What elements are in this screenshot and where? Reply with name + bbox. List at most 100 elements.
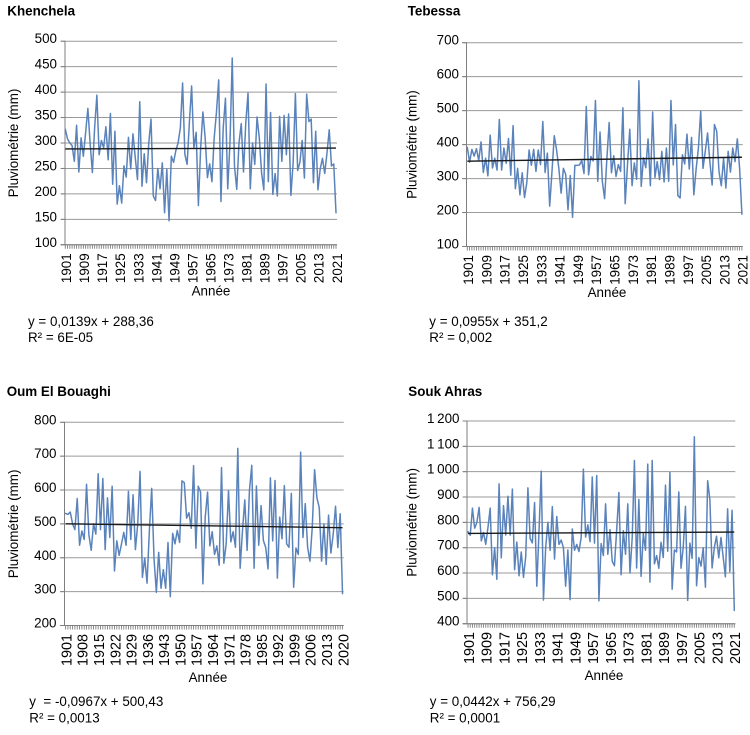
svg-text:250: 250 — [35, 158, 57, 173]
svg-text:1933: 1933 — [533, 632, 549, 664]
svg-text:900: 900 — [437, 487, 459, 502]
svg-text:1909: 1909 — [77, 253, 92, 283]
svg-text:200: 200 — [437, 203, 459, 218]
svg-text:1908: 1908 — [76, 634, 92, 666]
svg-text:1933: 1933 — [534, 255, 549, 285]
svg-text:1999: 1999 — [287, 634, 303, 666]
svg-text:200: 200 — [35, 184, 57, 199]
svg-text:Souk Ahras: Souk Ahras — [408, 384, 482, 399]
svg-text:800: 800 — [34, 412, 56, 427]
svg-text:1964: 1964 — [206, 634, 222, 666]
svg-text:R² = 0,0013: R² = 0,0013 — [29, 710, 99, 725]
svg-text:1901: 1901 — [461, 255, 476, 285]
svg-text:1941: 1941 — [553, 255, 568, 285]
svg-text:1917: 1917 — [95, 253, 110, 283]
svg-text:1936: 1936 — [141, 634, 157, 666]
svg-text:1929: 1929 — [125, 634, 141, 666]
svg-text:800: 800 — [437, 512, 459, 527]
svg-text:y = 0,0442x + 756,29: y = 0,0442x + 756,29 — [430, 694, 556, 709]
svg-text:1 000: 1 000 — [427, 462, 459, 477]
svg-text:Pluviométrie (mm): Pluviométrie (mm) — [6, 89, 21, 198]
svg-text:1 200: 1 200 — [427, 411, 459, 426]
svg-text:1915: 1915 — [92, 634, 108, 666]
svg-text:1973: 1973 — [626, 255, 641, 285]
svg-text:500: 500 — [437, 588, 459, 603]
svg-text:1965: 1965 — [608, 255, 623, 285]
svg-text:2021: 2021 — [728, 632, 744, 664]
svg-text:1917: 1917 — [497, 632, 513, 664]
svg-text:1978: 1978 — [239, 634, 255, 666]
svg-text:1901: 1901 — [462, 632, 478, 664]
svg-text:500: 500 — [35, 31, 57, 46]
svg-text:700: 700 — [34, 446, 56, 461]
svg-text:1950: 1950 — [173, 634, 189, 666]
svg-text:y = 0,0955x + 351,2: y = 0,0955x + 351,2 — [429, 314, 547, 329]
svg-text:300: 300 — [35, 133, 57, 148]
svg-text:1949: 1949 — [571, 255, 586, 285]
svg-text:Année: Année — [588, 285, 627, 300]
svg-text:1981: 1981 — [240, 253, 255, 283]
svg-text:1989: 1989 — [657, 632, 673, 664]
svg-text:450: 450 — [35, 57, 57, 72]
svg-text:1957: 1957 — [586, 632, 602, 664]
svg-text:1925: 1925 — [515, 632, 531, 664]
svg-text:1901: 1901 — [59, 634, 75, 666]
svg-text:y = 0,0139x + 288,36: y = 0,0139x + 288,36 — [28, 314, 154, 329]
svg-text:400: 400 — [437, 135, 459, 150]
svg-text:1949: 1949 — [167, 253, 182, 283]
svg-text:500: 500 — [437, 101, 459, 116]
svg-text:150: 150 — [35, 209, 57, 224]
svg-text:1933: 1933 — [131, 253, 146, 283]
svg-text:300: 300 — [437, 169, 459, 184]
svg-text:1901: 1901 — [59, 253, 74, 283]
svg-text:300: 300 — [34, 582, 56, 597]
svg-text:350: 350 — [35, 108, 57, 123]
svg-text:1985: 1985 — [255, 634, 271, 666]
svg-text:1943: 1943 — [157, 634, 173, 666]
svg-text:Tebessa: Tebessa — [408, 3, 461, 18]
svg-text:Pluviométrie (mm): Pluviométrie (mm) — [405, 468, 420, 577]
svg-text:1925: 1925 — [113, 253, 128, 283]
svg-text:500: 500 — [34, 514, 56, 529]
svg-text:1909: 1909 — [479, 255, 494, 285]
svg-text:R² = 0,002: R² = 0,002 — [429, 330, 492, 345]
svg-text:2005: 2005 — [294, 253, 309, 283]
svg-text:1941: 1941 — [149, 253, 164, 283]
svg-text:2005: 2005 — [699, 255, 714, 285]
svg-text:2013: 2013 — [710, 632, 726, 664]
svg-text:1909: 1909 — [480, 632, 496, 664]
svg-text:1 100: 1 100 — [427, 436, 459, 451]
svg-text:2005: 2005 — [693, 632, 709, 664]
svg-text:1981: 1981 — [644, 255, 659, 285]
svg-text:2013: 2013 — [717, 255, 732, 285]
svg-text:Année: Année — [585, 668, 624, 683]
svg-text:200: 200 — [34, 616, 56, 631]
svg-text:1957: 1957 — [589, 255, 604, 285]
svg-text:R² = 6E-05: R² = 6E-05 — [28, 330, 93, 345]
svg-text:600: 600 — [437, 67, 459, 82]
svg-text:1957: 1957 — [185, 253, 200, 283]
svg-text:100: 100 — [437, 237, 459, 252]
svg-text:Pluviométrie (mm): Pluviométrie (mm) — [6, 470, 21, 579]
svg-text:1949: 1949 — [568, 632, 584, 664]
svg-text:y = -0,0967x + 500,43: y = -0,0967x + 500,43 — [29, 694, 163, 709]
svg-text:700: 700 — [437, 33, 459, 48]
svg-text:Année: Année — [192, 283, 231, 298]
svg-text:1971: 1971 — [222, 634, 238, 666]
svg-text:400: 400 — [34, 548, 56, 563]
svg-text:2006: 2006 — [304, 634, 320, 666]
svg-text:1997: 1997 — [276, 253, 291, 283]
svg-text:2013: 2013 — [320, 634, 336, 666]
svg-text:Khenchela: Khenchela — [7, 3, 75, 18]
svg-text:600: 600 — [34, 480, 56, 495]
svg-text:1992: 1992 — [271, 634, 287, 666]
svg-text:400: 400 — [437, 614, 459, 629]
svg-text:1965: 1965 — [604, 632, 620, 664]
svg-text:1973: 1973 — [622, 632, 638, 664]
svg-text:2013: 2013 — [312, 253, 327, 283]
svg-text:1997: 1997 — [681, 255, 696, 285]
svg-text:400: 400 — [35, 82, 57, 97]
svg-text:600: 600 — [437, 563, 459, 578]
svg-text:1925: 1925 — [516, 255, 531, 285]
svg-text:R² = 0,0001: R² = 0,0001 — [430, 710, 500, 725]
